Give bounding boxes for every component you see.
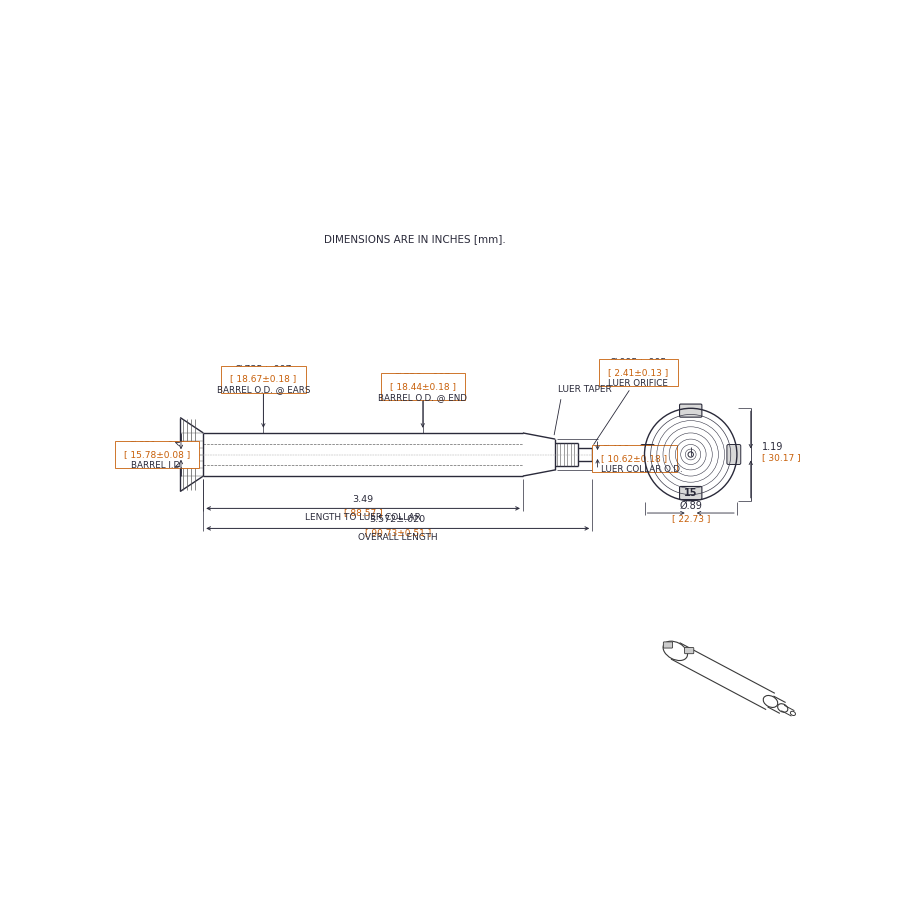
Text: BARREL I.D.: BARREL I.D. xyxy=(131,461,183,470)
Text: [ 10.62±0.18 ]: [ 10.62±0.18 ] xyxy=(601,454,668,463)
Text: LUER ORIFICE: LUER ORIFICE xyxy=(608,379,669,388)
Text: 1.19: 1.19 xyxy=(761,442,783,452)
Text: [ 15.78±0.08 ]: [ 15.78±0.08 ] xyxy=(124,450,190,459)
FancyBboxPatch shape xyxy=(680,404,702,418)
Text: BARREL O.D. @ EARS: BARREL O.D. @ EARS xyxy=(217,385,310,394)
Text: LUER COLLAR O.D.: LUER COLLAR O.D. xyxy=(601,464,683,473)
Text: DIMENSIONS ARE IN INCHES [mm].: DIMENSIONS ARE IN INCHES [mm]. xyxy=(324,234,506,244)
Text: Ø.735±.007: Ø.735±.007 xyxy=(235,365,292,374)
Text: [ 90.73±0.51 ]: [ 90.73±0.51 ] xyxy=(364,527,431,536)
Text: [ 18.67±0.18 ]: [ 18.67±0.18 ] xyxy=(230,374,296,383)
Text: OVERALL LENGTH: OVERALL LENGTH xyxy=(358,533,437,542)
FancyBboxPatch shape xyxy=(641,445,654,464)
Text: Ø.418±.007: Ø.418±.007 xyxy=(601,445,659,454)
Text: Ø.89: Ø.89 xyxy=(680,501,702,511)
Text: [ 22.73 ]: [ 22.73 ] xyxy=(671,515,710,524)
Text: [ 2.41±0.13 ]: [ 2.41±0.13 ] xyxy=(608,368,669,377)
Text: Ø.621±.003: Ø.621±.003 xyxy=(129,441,185,450)
FancyBboxPatch shape xyxy=(663,642,672,648)
Text: Ø.726±.007: Ø.726±.007 xyxy=(394,373,452,382)
Text: [ 88.57 ]: [ 88.57 ] xyxy=(344,508,382,517)
Text: 3.572±.020: 3.572±.020 xyxy=(370,516,426,525)
Text: LENGTH TO LUER COLLAR: LENGTH TO LUER COLLAR xyxy=(305,513,421,522)
Text: Ø.095±.005: Ø.095±.005 xyxy=(609,357,667,366)
Text: LUER TAPER: LUER TAPER xyxy=(557,384,611,393)
FancyBboxPatch shape xyxy=(685,647,694,653)
Text: [ 18.44±0.18 ]: [ 18.44±0.18 ] xyxy=(390,382,455,392)
Text: 3.49: 3.49 xyxy=(353,495,374,504)
Text: [ 30.17 ]: [ 30.17 ] xyxy=(761,453,800,462)
FancyBboxPatch shape xyxy=(727,445,741,464)
Text: BARREL O.D. @ END: BARREL O.D. @ END xyxy=(378,393,467,402)
FancyBboxPatch shape xyxy=(680,487,702,500)
Text: 15: 15 xyxy=(684,488,698,498)
